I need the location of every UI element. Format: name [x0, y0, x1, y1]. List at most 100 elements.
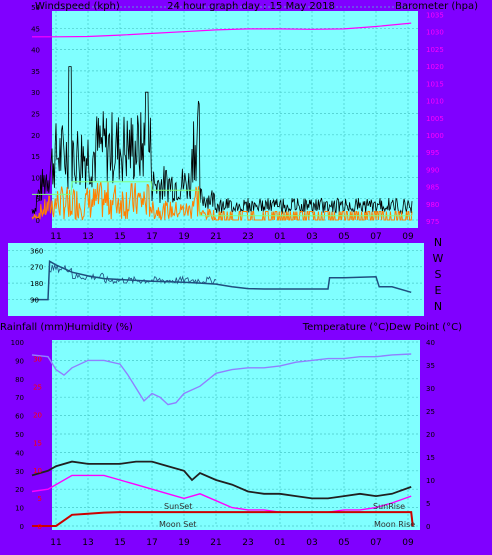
- direction-ytick-label: 270: [30, 264, 43, 272]
- wind-xtick-label: 07: [370, 232, 381, 242]
- graph-title: 24 hour graph day : 15 May 2018: [167, 1, 335, 12]
- wind-mean-line: [32, 181, 412, 217]
- wind-xtick-label: 05: [338, 232, 349, 242]
- baro-ytick-label: 1005: [426, 115, 444, 123]
- humidity-ytick-label: 40: [15, 449, 24, 457]
- compass-label: S: [435, 268, 442, 281]
- rainfall-title: Rainfall (mm): [0, 322, 68, 333]
- temp-ytick-label: 15: [426, 454, 435, 462]
- temp-ytick-label: 0: [426, 523, 430, 531]
- temp-xtick-label: 19: [178, 538, 190, 548]
- direction-ytick-label: 90: [30, 297, 39, 305]
- wind-panel-axes: 0510152025303540455097598098599099510001…: [31, 4, 444, 242]
- wind-xtick-label: 23: [242, 232, 253, 242]
- temp-xtick-label: 17: [146, 538, 157, 548]
- humidity-ytick-label: 60: [15, 413, 24, 421]
- wind-ytick-label: 25: [31, 111, 40, 119]
- temp-ytick-label: 30: [426, 385, 435, 393]
- wind-xtick-label: 19: [178, 232, 190, 242]
- baro-ytick-label: 990: [426, 166, 439, 174]
- humidity-ytick-label: 100: [11, 339, 24, 347]
- direction-series: [32, 260, 412, 301]
- moonrise-label: Moon Rise: [374, 520, 415, 529]
- wind-ytick-label: 20: [31, 132, 40, 140]
- compass-label: E: [435, 284, 442, 297]
- temp-ytick-label: 40: [426, 339, 435, 347]
- baro-ytick-label: 1030: [426, 29, 444, 37]
- temp-xtick-label: 23: [242, 538, 253, 548]
- baro-ytick-label: 1020: [426, 63, 444, 71]
- temp-hum-series: [31, 353, 414, 527]
- temp-xtick-label: 05: [338, 538, 349, 548]
- baro-ytick-label: 975: [426, 218, 439, 226]
- baro-ytick-label: 980: [426, 201, 439, 209]
- wind-xtick-label: 17: [146, 232, 157, 242]
- wind-xtick-label: 13: [82, 232, 93, 242]
- rain-ytick-label: 5: [38, 495, 42, 503]
- temp-xtick-label: 03: [306, 538, 317, 548]
- barometer-line: [32, 22, 412, 38]
- temp-xtick-label: 07: [370, 538, 381, 548]
- wind-xtick-label: 15: [114, 232, 125, 242]
- windspeed-title: Windspeed (kph): [35, 1, 120, 12]
- temp-xtick-label: 11: [50, 538, 61, 548]
- barometer-title: Barometer (hpa): [395, 1, 478, 12]
- humidity-ytick-label: 50: [15, 431, 24, 439]
- baro-ytick-label: 1025: [426, 46, 444, 54]
- compass-label: W: [433, 252, 444, 265]
- rain-ytick-label: 25: [33, 384, 42, 392]
- baro-ytick-label: 1015: [426, 80, 444, 88]
- baro-ytick-label: 1035: [426, 11, 444, 19]
- rain-ytick-label: 15: [33, 439, 42, 447]
- compass-label: N: [434, 236, 442, 249]
- wind-series: [31, 66, 413, 222]
- temp-xtick-label: 01: [274, 538, 285, 548]
- humidity-ytick-label: 80: [15, 376, 24, 384]
- direction-axes: 360 270 180 90: [30, 247, 43, 304]
- temp-ytick-label: 35: [426, 362, 435, 370]
- rain-ytick-label: 0: [38, 523, 42, 531]
- temp-ytick-label: 5: [426, 500, 430, 508]
- wind-ytick-label: 35: [31, 68, 40, 76]
- temp-ytick-label: 25: [426, 408, 435, 416]
- wind-ytick-label: 15: [31, 153, 40, 161]
- humidity-title: Humidity (%): [67, 322, 133, 333]
- temperature-line: [31, 460, 412, 500]
- wind-ytick-label: 40: [31, 47, 40, 55]
- direction-ytick-label: 180: [30, 280, 43, 288]
- rainfall-line: [32, 511, 414, 527]
- baro-ytick-label: 995: [426, 149, 439, 157]
- rain-ytick-label: 10: [33, 467, 42, 475]
- baro-ytick-label: 985: [426, 184, 439, 192]
- wind-xtick-label: 09: [402, 232, 414, 242]
- compass-label: N: [434, 300, 442, 313]
- wind-xtick-label: 03: [306, 232, 317, 242]
- dew-point-line: [31, 474, 412, 513]
- temp-xtick-label: 13: [82, 538, 93, 548]
- humidity-ytick-label: 30: [15, 468, 24, 476]
- humidity-ytick-label: 10: [15, 505, 24, 513]
- temp-xtick-label: 09: [402, 538, 414, 548]
- direction-ytick-label: 360: [30, 247, 43, 255]
- wind-ytick-label: 10: [31, 174, 40, 182]
- wind-average-line: [31, 181, 413, 222]
- moonset-label: Moon Set: [159, 520, 196, 529]
- rain-ytick-label: 30: [33, 356, 42, 364]
- direction-line: [32, 260, 412, 301]
- wind-xtick-label: 11: [50, 232, 61, 242]
- humidity-ytick-label: 20: [15, 486, 24, 494]
- wind-ytick-label: 5: [36, 196, 40, 204]
- baro-ytick-label: 1000: [426, 132, 444, 140]
- temp-ytick-label: 20: [426, 431, 435, 439]
- wind-ytick-label: 50: [31, 4, 40, 12]
- baro-ytick-label: 1010: [426, 98, 444, 106]
- humidity-line: [31, 353, 412, 406]
- wind-gust-line: [31, 66, 413, 215]
- sunrise-label: SunRise: [373, 502, 405, 511]
- wind-panel: [52, 11, 418, 228]
- temp-xtick-label: 21: [210, 538, 221, 548]
- humidity-ytick-label: 70: [15, 394, 24, 402]
- wind-ytick-label: 45: [31, 25, 40, 33]
